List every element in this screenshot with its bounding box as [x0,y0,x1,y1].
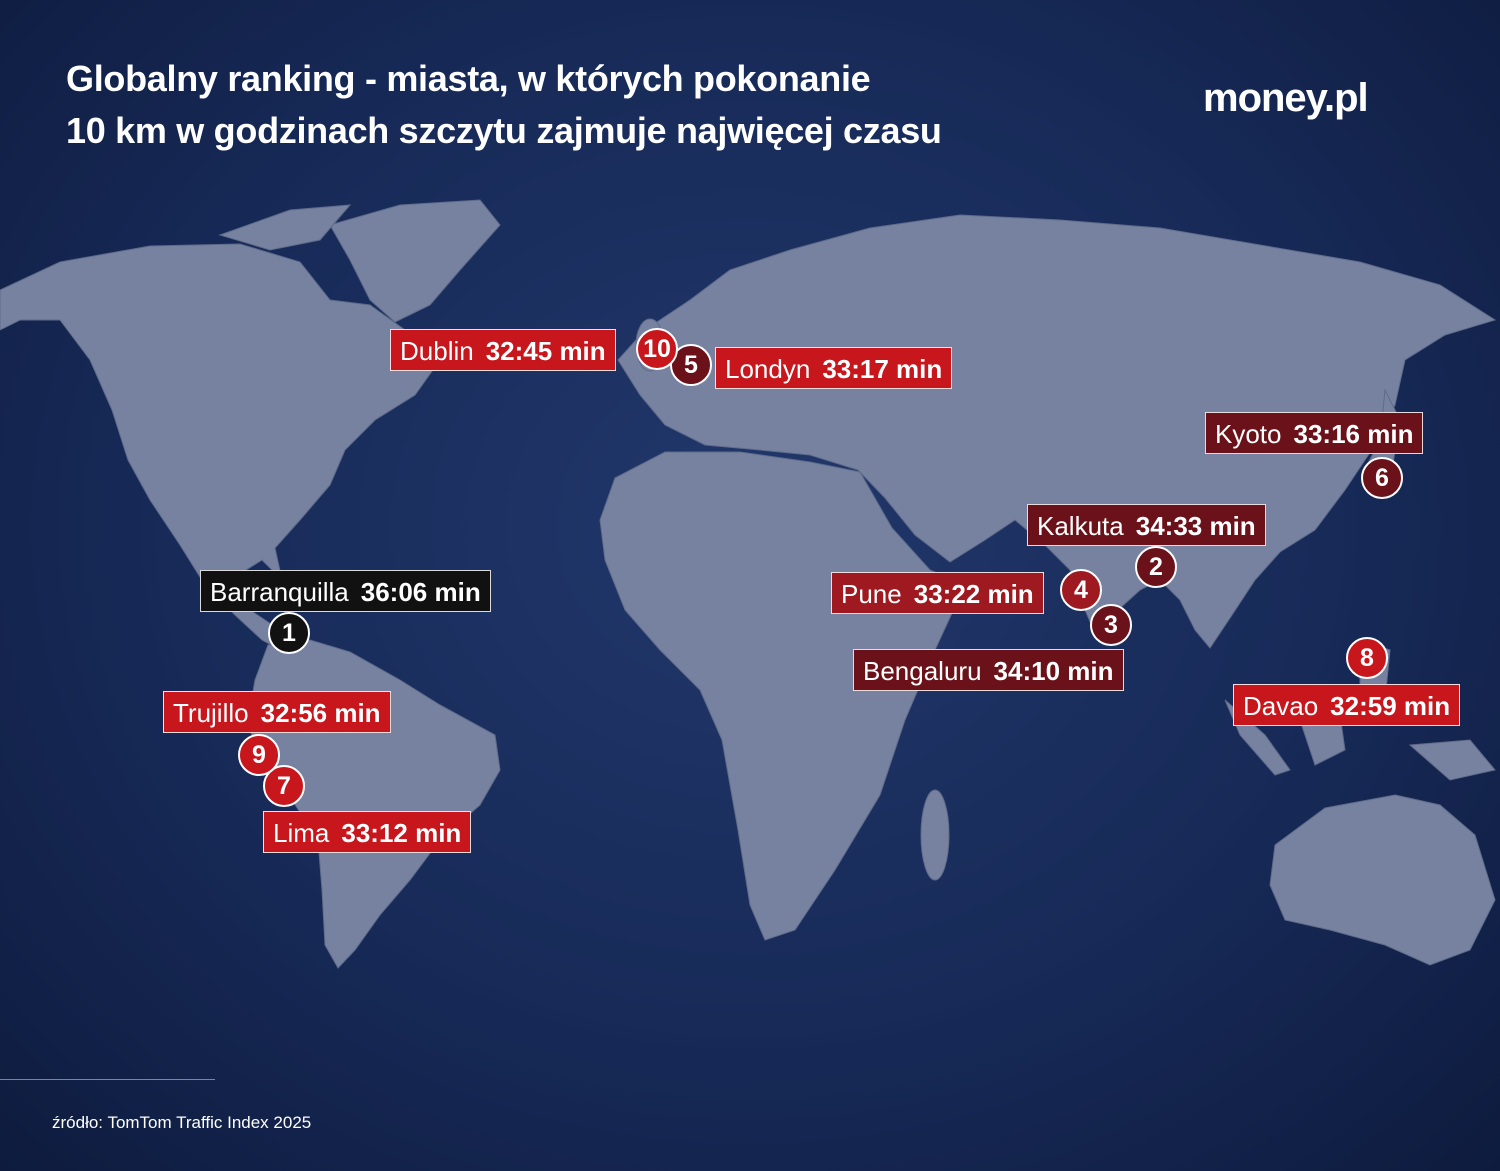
source: źródło: TomTom Traffic Index 2025 [52,1113,312,1132]
city-time: 32:56 min [260,698,381,728]
city-time: 33:16 min [1293,419,1414,449]
city-name: Barranquilla [210,577,349,607]
city-name: Londyn [725,354,811,384]
rank-marker: 1 [268,612,310,654]
city-time: 33:17 min [822,354,943,384]
arctic-islands [218,204,352,251]
city-name: Dublin [400,336,474,366]
city-label: Trujillo 32:56 min [163,691,391,733]
city-label: Bengaluru 34:10 min [853,649,1124,691]
city-name: Pune [841,579,902,609]
rank-marker: 8 [1346,637,1388,679]
rank-marker: 6 [1361,457,1403,499]
rank-marker: 9 [238,734,280,776]
australia [1269,794,1496,966]
city-time: 33:12 min [341,818,462,848]
indonesia [1224,639,1496,781]
city-name: Trujillo [173,698,249,728]
city-time: 34:33 min [1135,511,1256,541]
city-time: 36:06 min [360,577,481,607]
city-name: Kyoto [1215,419,1282,449]
city-name: Davao [1243,691,1319,721]
city-time: 33:22 min [913,579,1034,609]
city-label: Barranquilla 36:06 min [200,570,491,612]
rank-marker: 2 [1135,546,1177,588]
rank-marker: 10 [636,328,678,370]
city-name: Lima [273,818,330,848]
rank-marker: 3 [1090,604,1132,646]
city-time: 32:45 min [485,336,606,366]
eurasia [617,214,1497,649]
madagascar [920,789,950,881]
city-name: Kalkuta [1037,511,1124,541]
title-line: 10 km w godzinach szczytu zajmuje najwię… [66,110,942,151]
city-label: Lima 33:12 min [263,811,472,853]
north-america [0,243,441,656]
logo: money.pl [1203,76,1369,120]
city-label: Dublin 32:45 min [390,329,616,371]
city-label: Londyn 33:17 min [715,347,953,389]
city-name: Bengaluru [863,656,982,686]
city-label: Kyoto 33:16 min [1205,412,1424,454]
city-label: Kalkuta 34:33 min [1027,504,1266,546]
rank-marker: 5 [670,344,712,386]
city-label: Davao 32:59 min [1233,684,1461,726]
greenland [329,199,501,323]
rank-marker: 4 [1060,569,1102,611]
city-time: 34:10 min [993,656,1114,686]
rank-marker: 7 [263,765,305,807]
divider [0,1079,215,1080]
city-time: 32:59 min [1330,691,1451,721]
title-line: Globalny ranking - miasta, w których pok… [66,58,871,99]
city-label: Pune 33:22 min [831,572,1044,614]
